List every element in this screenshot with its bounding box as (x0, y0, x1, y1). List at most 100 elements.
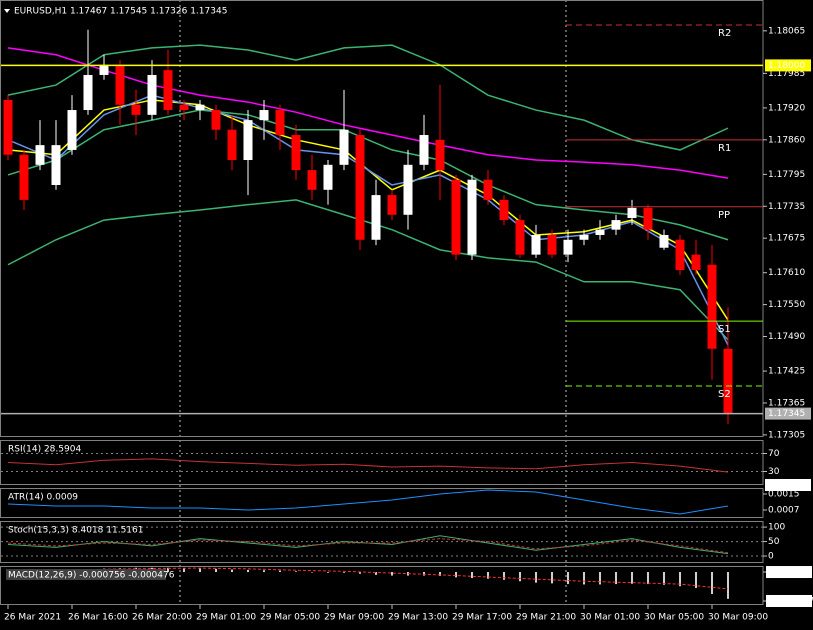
x-tick-label: 29 Mar 17:00 (452, 613, 512, 623)
candle-body (563, 239, 573, 255)
y-tick-label: 1.17550 (768, 300, 805, 310)
candle-body (659, 234, 669, 248)
candle-body (115, 64, 125, 105)
histogram-bar (295, 571, 297, 573)
candle-body (691, 254, 701, 271)
y-tick-label: -0.000817 (768, 596, 813, 606)
histogram-bar (391, 572, 393, 576)
candle-body (19, 154, 29, 200)
histogram-bar (567, 572, 569, 585)
y-tick-label: 1.17610 (768, 268, 805, 278)
histogram-bar (583, 572, 585, 585)
candle-body (243, 120, 253, 161)
histogram-bar (647, 572, 649, 585)
indicator-line (7, 458, 729, 473)
x-tick-label: 26 Mar 16:00 (68, 613, 128, 623)
candle-body (3, 99, 13, 155)
y-tick-label: 1.17425 (768, 367, 805, 377)
pivot-label: R1 (718, 143, 731, 154)
candle-body (291, 135, 301, 171)
histogram-bar (503, 572, 505, 580)
histogram-bar (727, 572, 729, 599)
panel-frame (0, 488, 764, 518)
candle-body (99, 64, 109, 75)
histogram-bar (311, 572, 313, 573)
y-tick-label: 30 (768, 467, 780, 477)
candle-body (643, 207, 653, 230)
y-tick-label: 1.17860 (768, 135, 805, 145)
candle-body (611, 220, 621, 230)
indicator-line (7, 489, 729, 515)
pivot-label: S2 (718, 389, 731, 400)
pivot-label: PP (718, 210, 730, 221)
candle-body (195, 104, 205, 111)
histogram-bar (263, 570, 265, 573)
x-tick-label: 26 Mar 20:00 (132, 613, 192, 623)
candle-body (323, 164, 333, 190)
histogram-bar (231, 569, 233, 573)
histogram-bar (167, 567, 169, 573)
panel-title: Stoch(15,3,3) 8.4018 11.5161 (8, 526, 143, 536)
histogram-bar (535, 572, 537, 583)
candle-body (579, 234, 589, 240)
candle-body (35, 145, 45, 165)
candle-body (435, 139, 445, 171)
histogram-bar (711, 572, 713, 595)
candle-body (675, 239, 685, 271)
histogram-bar (679, 572, 681, 587)
candle-body (515, 220, 525, 255)
candle-body (595, 229, 605, 235)
histogram-bar (663, 572, 665, 585)
x-tick-label: 29 Mar 21:00 (516, 613, 576, 623)
overlay-line (7, 94, 729, 346)
y-tick-label: 1.17920 (768, 103, 805, 113)
candle-body (627, 207, 637, 218)
candle-body (131, 104, 141, 115)
histogram-bar (487, 572, 489, 579)
y-tick-label: 0.0007 (768, 506, 800, 516)
histogram-bar (471, 572, 473, 579)
histogram-bar (551, 572, 553, 584)
candle-body (227, 129, 237, 161)
y-tick-label: 70 (768, 449, 780, 459)
candle-body (387, 195, 397, 215)
y-tick-label: 1.17795 (768, 170, 805, 180)
pivot-label: R2 (718, 28, 731, 39)
candle-body (355, 135, 365, 240)
y-tick-label: 1.17305 (768, 430, 805, 440)
y-tick-label: 1.17490 (768, 332, 805, 342)
y-tick-label: 1.17735 (768, 202, 805, 212)
price-box-label: 0.0000 (768, 481, 800, 491)
x-tick-label: 29 Mar 05:00 (260, 613, 320, 623)
histogram-bar (599, 572, 601, 585)
price-box (765, 479, 811, 491)
y-tick-label: 50 (768, 537, 780, 547)
candle-body (179, 104, 189, 111)
candle-body (339, 129, 349, 165)
histogram-bar (631, 572, 633, 584)
overlay-line (7, 44, 729, 151)
candle-body (163, 70, 173, 111)
histogram-bar (615, 572, 617, 585)
candle-body (419, 135, 429, 165)
y-tick-label: 1.18065 (768, 26, 805, 36)
indicator-line (7, 535, 729, 555)
candle-body (371, 195, 381, 240)
indicator-line (7, 567, 729, 590)
overlay-line (7, 199, 729, 341)
price-box-label: 1.17345 (768, 409, 805, 419)
price-box (765, 407, 811, 420)
panel-frame (0, 440, 764, 485)
histogram-bar (455, 572, 457, 578)
indicator-line (7, 538, 729, 554)
x-tick-label: 30 Mar 05:00 (644, 613, 704, 623)
panel-title: RSI(14) 28.5904 (8, 445, 81, 455)
candle-body (51, 145, 61, 186)
histogram-bar (519, 572, 521, 582)
candle-body (451, 179, 461, 255)
candle-body (547, 234, 557, 255)
overlay-line (7, 109, 729, 241)
candle-body (707, 264, 717, 349)
